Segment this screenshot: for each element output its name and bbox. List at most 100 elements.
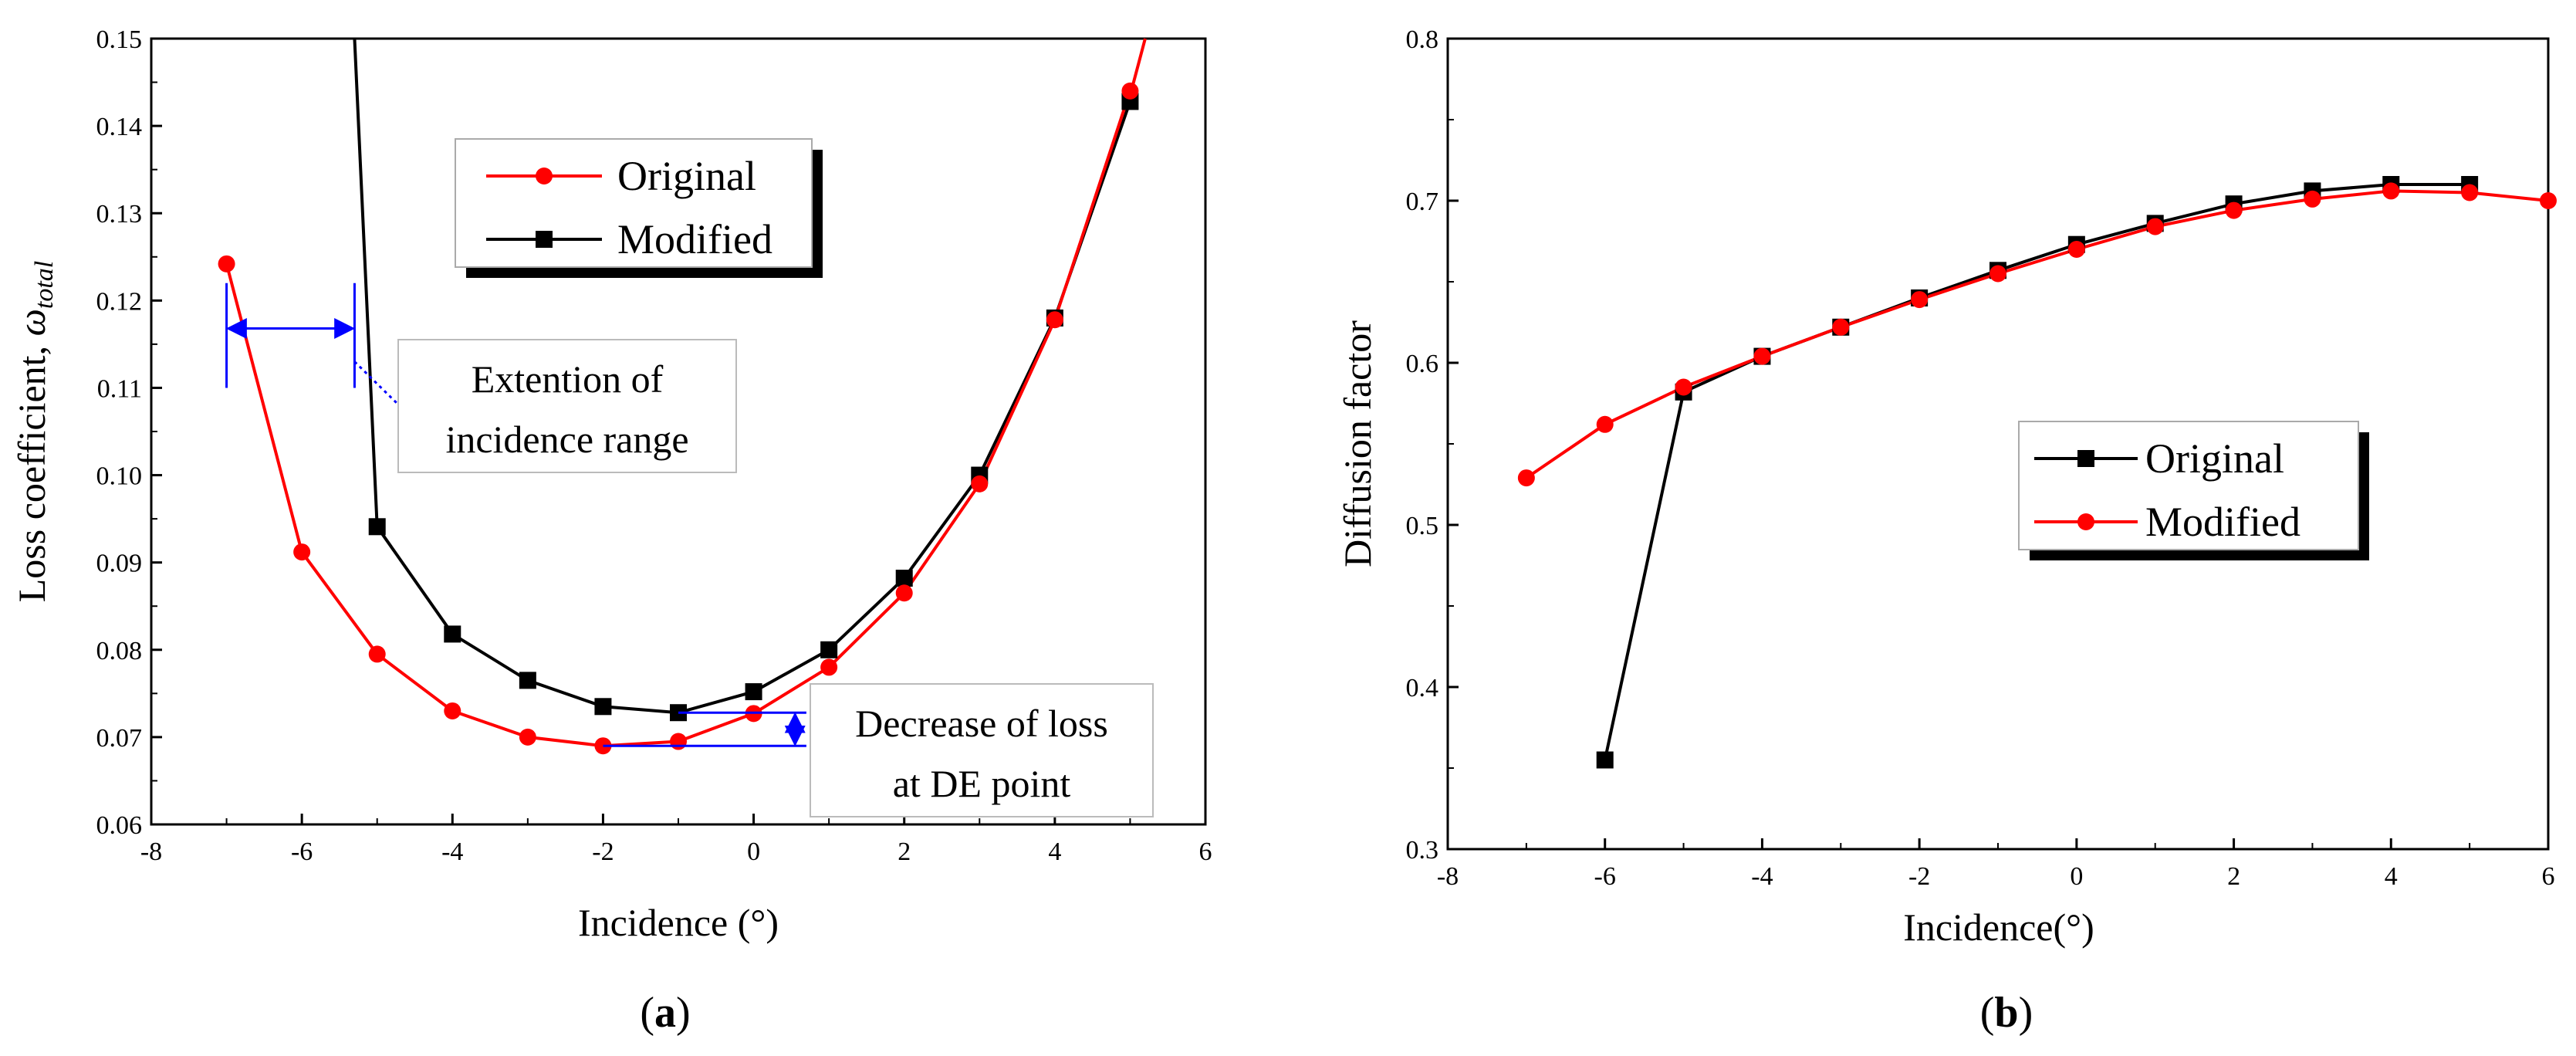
chart-b-ytick-label: 0.3 — [1406, 836, 1439, 865]
chart-b-legend-original-marker — [2077, 450, 2094, 467]
chart-b-modified-point — [2304, 190, 2321, 208]
chart-b-modified-line — [1525, 189, 2549, 479]
chart-a-original-point — [1046, 311, 1063, 329]
chart-b-modified-point — [1753, 347, 1771, 365]
chart-a-ylabel: Loss coefficient, ωtotal — [10, 261, 59, 602]
chart-b-modified-point — [2146, 218, 2164, 235]
chart-a-original-point — [519, 728, 536, 746]
chart-b-xtick-label: -8 — [1437, 862, 1459, 891]
chart-b-modified-point — [1596, 415, 1614, 433]
chart-a-ytick-label: 0.10 — [96, 462, 143, 491]
chart-a-ylabel-main: Loss coefficient, — [10, 336, 53, 602]
chart-a-loss-annotation-box — [810, 683, 1154, 817]
chart-a-ytick-label: 0.11 — [97, 374, 142, 403]
chart-a-ytick-label: 0.06 — [96, 811, 143, 840]
chart-b-modified-point — [1832, 318, 1850, 336]
chart-b-xtick-label: -2 — [1908, 862, 1930, 891]
chart-a-loss-annotation: Decrease of loss at DE point — [810, 683, 1154, 817]
chart-b-xtick-label: -4 — [1751, 862, 1773, 891]
chart-a-caption-letter: a — [654, 989, 676, 1037]
chart-a-ytick-label: 0.13 — [96, 200, 143, 228]
chart-a-legend-box — [455, 138, 813, 268]
chart-b-legend-box — [2018, 421, 2359, 550]
chart-a-ticks: -8 -6 -4 -2 0 2 4 6 0.06 0.07 0.08 0.09 0.10 0.11 0.12… — [96, 25, 1212, 866]
chart-b-ytick-label: 0.7 — [1406, 188, 1439, 216]
chart-a-xtick-label: -4 — [441, 838, 463, 866]
chart-b-modified-point — [1675, 378, 1692, 396]
chart-a-ytick-label: 0.08 — [96, 637, 143, 665]
chart-a-legend: Original Modified — [455, 138, 823, 278]
chart-a-xtick-label: -6 — [291, 838, 313, 866]
chart-a-range-annotation-line1: Extention of — [472, 357, 664, 401]
chart-a-ytick-label: 0.09 — [96, 550, 143, 578]
chart-a-modified-point — [444, 625, 461, 643]
chart-b-legend-modified-marker — [2077, 513, 2094, 530]
chart-b-xtick-label: 2 — [2227, 862, 2240, 891]
chart-a-ytick-label: 0.07 — [96, 724, 143, 753]
chart-a-original-point — [1121, 82, 1139, 100]
chart-a-original-point — [368, 645, 386, 663]
chart-b-series — [1517, 176, 2557, 769]
chart-a-annotations — [225, 283, 806, 747]
chart-b-modified-point — [1989, 265, 2006, 283]
chart-a-caption: (a) — [640, 989, 690, 1037]
chart-a-legend-original-label: Original — [617, 153, 756, 199]
chart-b-xtick-label: 0 — [2070, 862, 2083, 891]
chart-a: -8 -6 -4 -2 0 2 4 6 0.06 0.07 0.08 0.09 0.10 0.11 0.12… — [10, 25, 1212, 1037]
chart-a-ylabel-symbol: ω — [10, 309, 53, 336]
chart-b-modified-point — [2540, 192, 2557, 209]
chart-b-xtick-label: 4 — [2385, 862, 2398, 891]
chart-b-xtick-label: 6 — [2542, 862, 2555, 891]
chart-a-ytick-label: 0.12 — [96, 287, 143, 316]
chart-b-xlabel: Incidence(°) — [1903, 905, 2094, 949]
chart-b-ylabel: Diffusion factor — [1336, 320, 1379, 567]
chart-a-range-annotation: Extention of incidence range — [397, 339, 737, 473]
chart-b-legend-original-label: Original — [2145, 435, 2284, 482]
chart-a-modified-point — [368, 518, 386, 536]
chart-b-ticks: -8 -6 -4 -2 0 2 4 6 0.3 0.4 0.5 0.6 0.7 0.8 — [1406, 25, 2555, 891]
chart-a-modified-point — [519, 672, 536, 689]
chart-a-loss-annotation-line2: at DE point — [893, 762, 1071, 805]
chart-a-range-annotation-line2: incidence range — [445, 418, 688, 461]
chart-a-original-point — [444, 702, 461, 719]
chart-a-range-leader — [353, 360, 404, 411]
chart-a-original-point — [971, 475, 989, 492]
chart-b-ytick-label: 0.6 — [1406, 350, 1439, 378]
chart-b-ytick-label: 0.8 — [1406, 25, 1439, 54]
chart-a-xtick-label: 4 — [1048, 838, 1061, 866]
chart-a-xtick-label: 2 — [898, 838, 911, 866]
chart-a-xtick-label: 6 — [1199, 838, 1212, 866]
chart-a-loss-annotation-line1: Decrease of loss — [855, 702, 1108, 745]
chart-a-modified-point — [820, 641, 838, 658]
chart-a-original-point — [293, 543, 311, 561]
chart-a-legend-modified-label: Modified — [617, 216, 772, 262]
chart-a-modified-steep-segment — [353, 38, 379, 527]
chart-a-xtick-label: -2 — [592, 838, 614, 866]
chart-a-legend-original-marker — [536, 168, 553, 184]
chart-a-original-point — [895, 584, 913, 602]
chart-b-modified-point — [2382, 182, 2400, 200]
chart-b-caption-letter: b — [1994, 989, 2018, 1037]
chart-b-modified-point — [1911, 291, 1929, 309]
chart-a-ylabel-sub: total — [30, 261, 59, 309]
chart-b-legend: Original Modified — [2018, 421, 2369, 560]
chart-a-original-point — [218, 255, 235, 272]
chart-b: -8 -6 -4 -2 0 2 4 6 0.3 0.4 0.5 0.6 0.7 0.8 Original … — [1336, 25, 2557, 1037]
chart-b-modified-point — [2225, 201, 2243, 219]
chart-b-modified-point — [2067, 241, 2085, 258]
chart-b-modified-point — [2461, 184, 2479, 201]
chart-a-legend-modified-marker — [536, 231, 553, 248]
chart-b-legend-modified-label: Modified — [2145, 499, 2300, 545]
chart-a-ytick-label: 0.14 — [96, 113, 143, 141]
chart-a-xlabel: Incidence (°) — [578, 901, 779, 944]
chart-a-modified-point — [745, 683, 762, 701]
chart-a-xtick-label: -8 — [140, 838, 162, 866]
chart-a-range-annotation-box — [397, 339, 737, 473]
chart-b-original-point — [1596, 751, 1614, 769]
chart-a-ytick-label: 0.15 — [96, 25, 143, 54]
chart-b-ytick-label: 0.4 — [1406, 674, 1439, 702]
chart-a-modified-point — [895, 570, 913, 587]
chart-a-original-point — [820, 658, 838, 676]
chart-b-caption: (b) — [1980, 989, 2033, 1037]
